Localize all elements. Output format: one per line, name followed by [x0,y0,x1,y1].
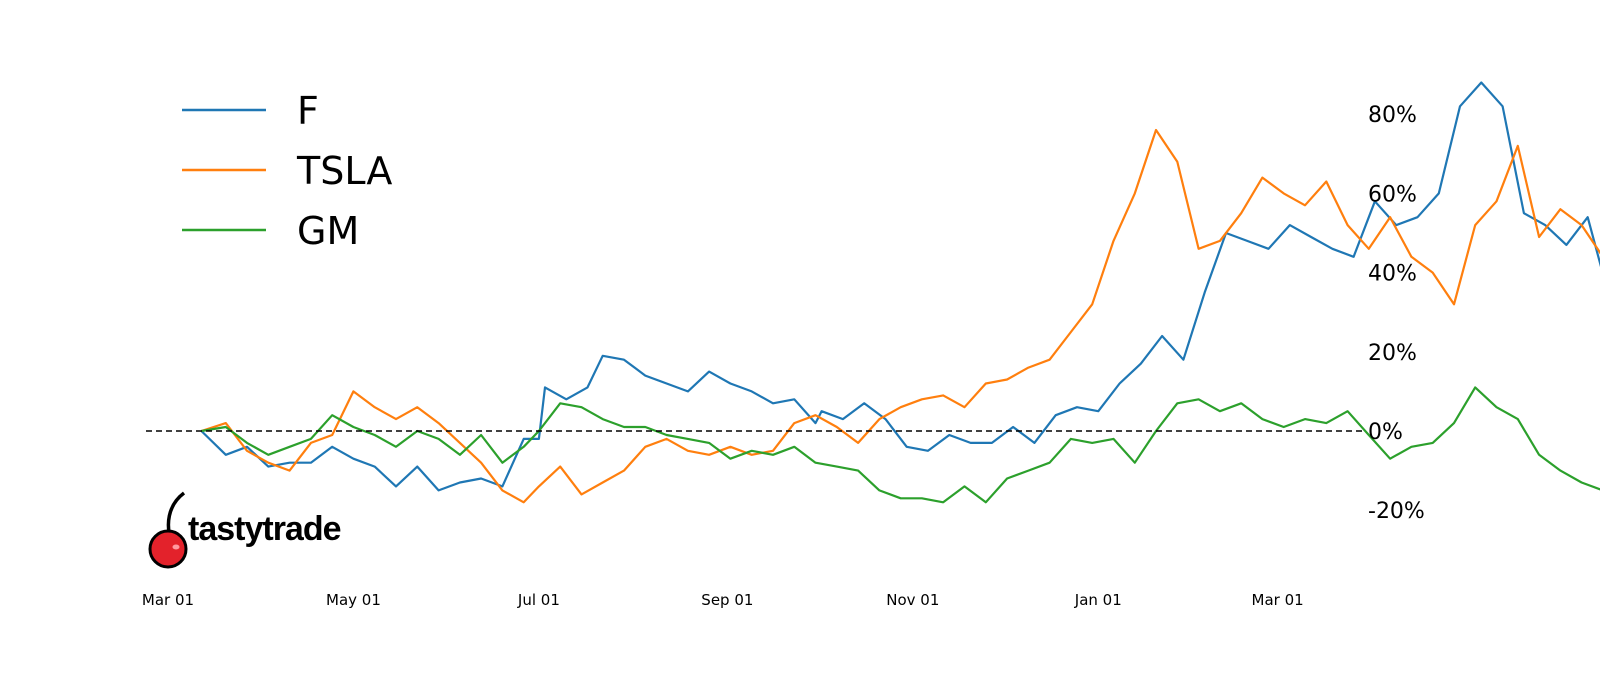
cherry-icon [148,491,188,569]
y-tick-label: 40% [1368,262,1417,287]
legend: F TSLA GM [182,89,392,253]
y-tick-label: 20% [1368,341,1417,366]
x-tick-label: May 01 [326,591,381,609]
y-tick-label: 80% [1368,103,1417,128]
x-axis-ticks: Mar 01 May 01 Jul 01 Sep 01 Nov 01 Jan 01 Mar … [142,591,1304,609]
series-layer [200,81,1600,504]
y-axis-ticks: -20% 0% 20% 40% 60% 80% [1368,103,1425,524]
brand-logo: tastytrade [148,491,342,569]
series-line-tsla [201,128,1600,504]
legend-label-f: F [297,89,319,133]
series-line-f [200,81,1600,492]
legend-label-tsla: TSLA [296,149,392,193]
series-line-gm [201,386,1600,504]
x-tick-label: Jan 01 [1074,591,1122,609]
x-tick-label: Mar 01 [1252,591,1304,609]
x-tick-label: Jul 01 [517,591,560,609]
y-tick-label: 60% [1368,182,1417,207]
x-tick-label: Sep 01 [701,591,753,609]
y-tick-label: -20% [1368,499,1425,524]
x-tick-label: Nov 01 [886,591,939,609]
y-tick-label: 0% [1368,420,1403,445]
legend-label-gm: GM [297,209,359,253]
brand-name: tastytrade [188,510,341,548]
x-tick-label: Mar 01 [142,591,194,609]
